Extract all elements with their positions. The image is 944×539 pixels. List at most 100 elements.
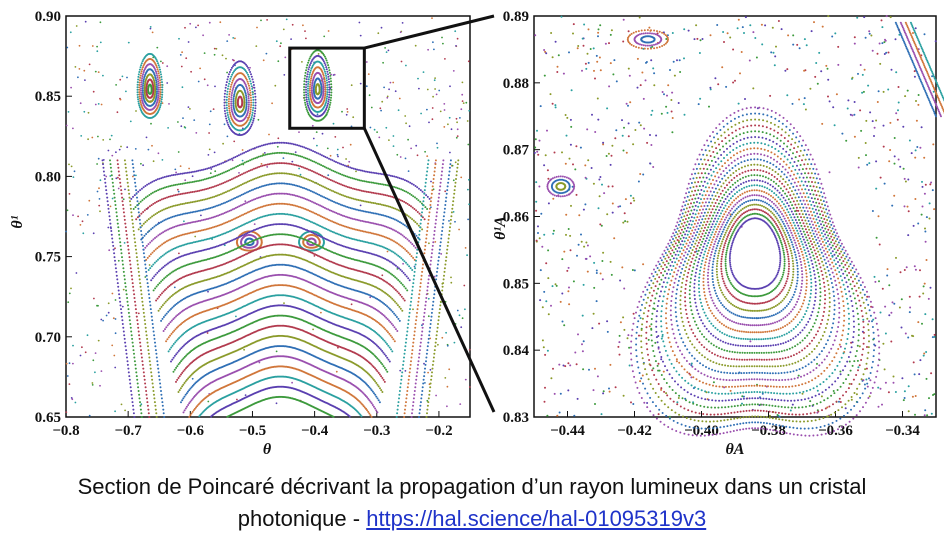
left-chaotic-point [74,66,77,68]
left-chaotic-point [434,241,437,243]
left-curve-point [165,229,168,232]
left-curve-point [328,168,331,171]
left-island-point [325,59,328,62]
left-chaotic-point [114,410,116,413]
left-curve-point [157,309,160,312]
left-island-point [309,55,312,58]
left-chaotic-point [114,318,117,320]
left-island-point [330,94,333,97]
left-chaotic-point [467,60,470,63]
left-curve-point [401,234,404,237]
left-chaotic-point [291,23,294,26]
left-curve-point [147,182,150,185]
left-curve-point [410,205,412,208]
left-curve-point [320,184,323,187]
left-curve-point [230,157,233,160]
left-curve-point [171,344,174,347]
left-chaotic-point [108,249,111,252]
left-island-point [228,105,230,108]
left-curve-point [334,170,337,173]
left-island-point [139,66,142,69]
left-chaotic-point [468,386,471,388]
left-curve-point [214,175,217,177]
left-island-point [226,78,229,81]
left-island-point [230,66,233,69]
left-curve-point [232,156,235,159]
left-curve-point [217,184,220,187]
left-island-point [247,107,250,110]
left-chaotic-point [413,265,416,268]
left-curve-point [159,307,162,310]
left-island-point [160,75,163,78]
poincare-figure: −0.8 −0.7 −0.6 −0.5 −0.4 −0.3 −0.20.650.700.75… [9,9,944,458]
left-chaotic-point [200,214,202,217]
left-curve-point [366,170,369,173]
left-chaotic-point [460,108,463,111]
left-island-point [231,81,234,84]
left-chaotic-point [433,79,436,82]
left-curve-point [142,186,145,189]
left-island-point [247,101,250,104]
left-island-point [251,93,254,96]
left-chaotic-point [161,159,164,161]
left-curve-point [164,218,167,221]
left-chaotic-point [65,362,68,365]
left-island-point [232,88,234,90]
left-island-point [303,86,306,88]
left-chaotic-point [454,161,457,164]
left-curve-point [148,229,151,232]
left-curve-point [384,204,387,207]
left-island-point [324,64,327,66]
left-curve-point [162,316,165,318]
left-chaotic-point [256,26,258,29]
left-island-point [143,76,146,79]
left-curve-point [171,331,174,334]
left-island-point [250,123,253,126]
left-island-point [322,74,325,77]
left-chaotic-point [349,143,352,146]
left-island-point [326,104,329,107]
left-curve-point [389,321,392,324]
left-curve-point [407,191,409,194]
left-curve-point [377,172,380,175]
left-island-point [159,79,161,82]
left-curve-point [280,141,283,144]
left-island-point [247,66,250,69]
left-curve-point [166,324,169,327]
left-chaotic-point [208,132,211,134]
left-chaotic-point [81,346,83,349]
left-curve-point [405,250,408,252]
left-island-point [229,68,232,71]
left-island-point [224,112,227,115]
left-island-point [253,86,256,89]
left-curve-point [254,198,257,200]
left-island-point [226,121,229,124]
left-island-point [253,115,256,118]
left-island-point [156,88,158,91]
left-chaotic-point [73,170,76,173]
left-chaotic-point [441,336,444,339]
left-island-point [157,104,160,107]
left-curve-point [152,202,155,205]
left-chaotic-point [188,167,191,170]
left-curve-point [306,147,309,150]
left-curve-point [388,174,390,177]
left-curve-point [299,165,302,168]
left-island-point [228,93,231,95]
left-island-point [140,85,143,88]
left-island-point [142,82,145,85]
left-curve-point [299,155,302,158]
left-curve-point [391,175,394,178]
left-island-point [311,73,313,76]
left-island-point [232,100,235,103]
left-curve-point [241,183,244,186]
left-curve-point [351,177,354,180]
left-chaotic-point [260,163,263,165]
left-island-point [153,82,156,85]
left-island-point [327,66,330,69]
left-chaotic-point [107,149,110,152]
left-curve-point [393,287,396,290]
left-island-point [325,101,328,104]
left-chaotic-point [345,158,347,160]
left-chaotic-point [379,107,382,110]
